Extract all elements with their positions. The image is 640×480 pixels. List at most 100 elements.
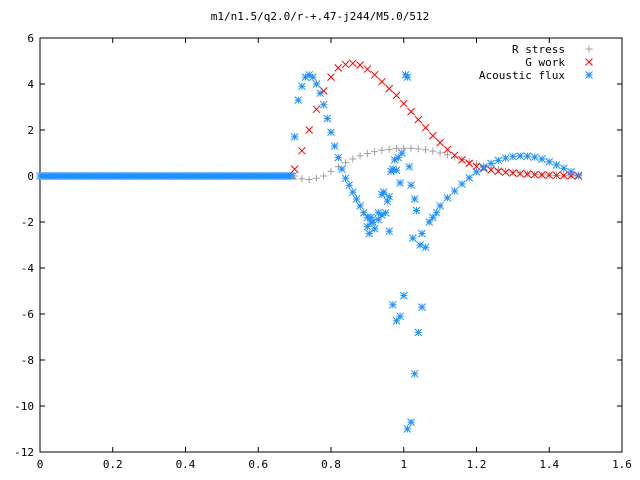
acoustic-flux-point (399, 291, 408, 300)
acoustic-flux-point (345, 181, 354, 190)
acoustic-flux-point (396, 179, 404, 187)
acoustic-flux-point (523, 152, 532, 161)
g-work-point (428, 131, 437, 140)
r-stress-point (407, 144, 415, 152)
acoustic-flux-point (472, 168, 481, 176)
acoustic-flux-point (379, 188, 388, 196)
acoustic-flux-point (410, 369, 419, 378)
legend-label: R stress (512, 43, 565, 56)
acoustic-flux-point (368, 218, 377, 226)
acoustic-flux-point (348, 188, 357, 196)
acoustic-flux-point (330, 142, 339, 150)
g-work-point (559, 171, 568, 180)
acoustic-flux-point (418, 229, 426, 238)
acoustic-flux-point (294, 96, 303, 104)
acoustic-flux-point (418, 303, 426, 311)
acoustic-flux-point (479, 163, 488, 172)
legend-label: G work (525, 56, 565, 69)
g-work-point (465, 159, 474, 168)
g-work-point (472, 162, 481, 171)
g-work-point (399, 99, 408, 108)
r-stress-point (342, 159, 350, 167)
legend-marker (585, 58, 593, 66)
g-work-point (487, 166, 495, 174)
acoustic-flux-point (359, 208, 368, 217)
acoustic-flux-point (301, 73, 310, 81)
acoustic-flux-point (516, 152, 525, 160)
acoustic-flux-point (323, 114, 332, 123)
g-work-point (458, 156, 466, 164)
acoustic-flux-point (316, 89, 324, 98)
acoustic-flux-baseline (36, 172, 297, 180)
g-work-point (305, 126, 314, 134)
acoustic-flux-point (370, 225, 379, 233)
acoustic-flux-point (385, 227, 394, 236)
g-work-point (290, 165, 299, 173)
acoustic-flux-point (363, 213, 372, 222)
acoustic-flux-point (398, 149, 406, 157)
acoustic-flux-point (383, 197, 392, 206)
acoustic-flux-point (425, 218, 434, 226)
g-work-point (356, 61, 364, 69)
acoustic-flux-point (450, 187, 459, 195)
acoustic-flux-point (465, 173, 474, 182)
acoustic-flux-point (381, 208, 390, 217)
acoustic-flux-point (312, 80, 321, 88)
acoustic-flux-point (367, 213, 375, 222)
acoustic-flux-point (338, 165, 346, 173)
x-tick-label: 0.8 (321, 458, 341, 471)
acoustic-flux-point (352, 195, 361, 203)
g-work-point (516, 169, 525, 178)
acoustic-flux-point (327, 128, 335, 137)
acoustic-flux-point (403, 73, 412, 81)
acoustic-flux-point (305, 70, 314, 79)
acoustic-flux-point (405, 162, 414, 171)
y-tick-label: 2 (27, 124, 34, 137)
acoustic-flux-point (412, 206, 421, 215)
acoustic-flux-point (494, 156, 503, 165)
g-work-point (567, 171, 575, 180)
acoustic-flux-point (552, 161, 561, 169)
acoustic-flux-point (487, 159, 495, 168)
r-stress-point (378, 146, 386, 154)
x-tick-label: 1 (400, 458, 407, 471)
g-work-point (421, 123, 430, 132)
g-work-point (348, 59, 357, 68)
acoustic-flux-point (392, 166, 401, 175)
x-tick-label: 1.2 (467, 458, 487, 471)
acoustic-flux-point (392, 317, 401, 325)
r-stress-point (429, 147, 437, 155)
acoustic-flux-point (385, 192, 394, 201)
legend-marker (585, 71, 593, 79)
g-work-point (545, 171, 554, 179)
r-stress-point (334, 163, 342, 171)
acoustic-flux-point (567, 168, 575, 176)
r-stress-point (502, 167, 510, 175)
acoustic-flux-point (388, 165, 397, 173)
r-stress-point (291, 172, 299, 180)
y-tick-label: -12 (14, 446, 34, 459)
acoustic-flux-point (530, 153, 539, 161)
r-stress-point (465, 158, 473, 166)
g-work-point (312, 105, 321, 114)
y-tick-label: -6 (21, 308, 34, 321)
y-tick-label: 4 (27, 78, 34, 91)
acoustic-flux-point (290, 133, 299, 141)
acoustic-flux-point (298, 82, 306, 91)
acoustic-flux-point (443, 193, 452, 202)
data-marks (36, 59, 583, 433)
y-tick-label: -8 (21, 354, 34, 367)
y-tick-label: 0 (27, 170, 34, 183)
acoustic-flux-point (388, 300, 397, 309)
acoustic-flux-point (319, 100, 328, 109)
acoustic-flux-point (432, 208, 441, 217)
acoustic-flux-point (394, 153, 403, 162)
acoustic-flux-point (407, 181, 415, 190)
g-work-point (385, 84, 394, 93)
g-work-point (538, 170, 546, 179)
y-tick-label: -2 (21, 216, 34, 229)
g-work-point (370, 70, 379, 79)
acoustic-flux-series (290, 70, 583, 433)
y-tick-label: -10 (14, 400, 34, 413)
